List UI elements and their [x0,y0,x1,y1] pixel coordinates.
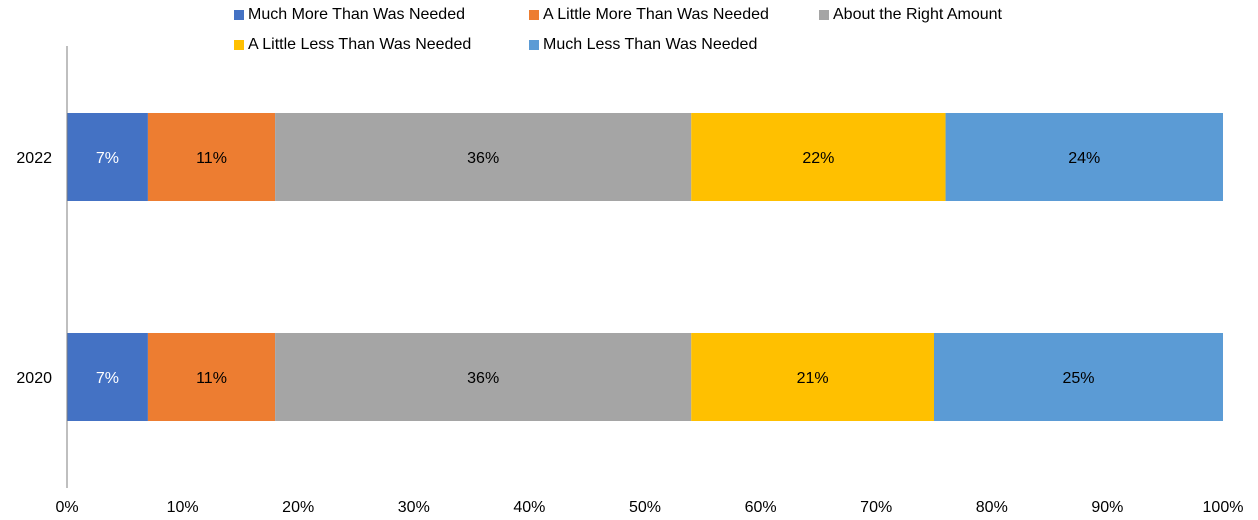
category-label: 2020 [16,370,52,387]
legend-swatch [819,10,829,20]
bar-segment [691,333,934,421]
data-label: 25% [1062,370,1094,387]
x-tick-label: 20% [282,499,314,516]
data-label: 36% [467,370,499,387]
legend: Much More Than Was Needed A Little More T… [0,0,1258,60]
bar-segment [934,333,1223,421]
x-tick-label: 60% [745,499,777,516]
legend-swatch [529,40,539,50]
legend-item: Much Less Than Was Needed [529,36,757,54]
legend-label: About the Right Amount [833,6,1002,23]
x-tick-label: 70% [860,499,892,516]
bar-segment [147,113,276,201]
x-tick-label: 0% [55,499,78,516]
bar-segment [67,113,148,201]
legend-item: A Little Less Than Was Needed [234,36,471,54]
bar-segment [67,333,148,421]
data-label: 11% [196,370,227,387]
bar-segment [275,333,692,421]
bar-segment [147,333,276,421]
legend-label: A Little More Than Was Needed [543,6,769,23]
bar-segment [275,113,692,201]
x-tick-label: 40% [513,499,545,516]
x-tick-label: 50% [629,499,661,516]
legend-swatch [234,10,244,20]
x-tick-label: 90% [1091,499,1123,516]
legend-label: A Little Less Than Was Needed [248,36,472,53]
legend-label: Much More Than Was Needed [248,6,465,23]
x-tick-label: 10% [167,499,199,516]
data-label: 7% [96,150,119,167]
data-label: 21% [797,370,829,387]
data-label: 36% [467,150,499,167]
data-label: 22% [802,150,834,167]
x-tick-label: 80% [976,499,1008,516]
legend-item: A Little More Than Was Needed [529,6,769,24]
legend-label: Much Less Than Was Needed [543,36,758,53]
x-tick-label: 30% [398,499,430,516]
bar-segment [691,113,946,201]
data-label: 11% [196,150,227,167]
legend-swatch [234,40,244,50]
legend-item: About the Right Amount [819,6,1002,24]
data-label: 7% [96,370,119,387]
legend-swatch [529,10,539,20]
legend-item: Much More Than Was Needed [234,6,465,24]
bar-segment [945,113,1223,201]
data-label: 24% [1068,150,1100,167]
x-tick-label: 100% [1203,499,1244,516]
category-label: 2022 [16,150,52,167]
